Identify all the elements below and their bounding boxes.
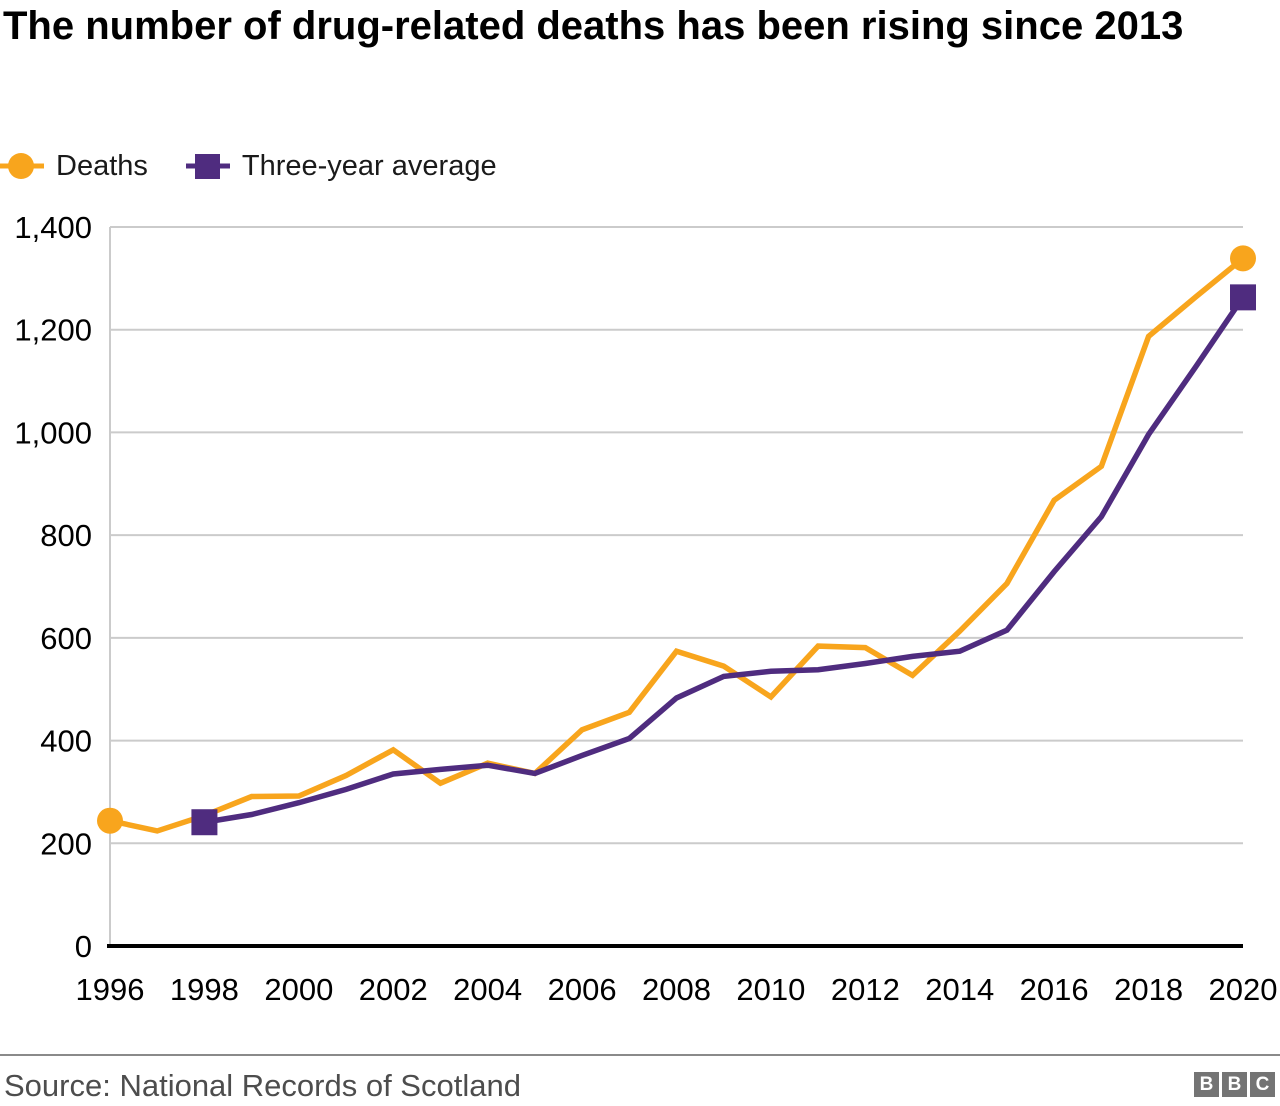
- legend-item-average: Three-year average: [185, 149, 497, 183]
- x-tick-label: 2000: [264, 972, 333, 1007]
- bbc-logo-block: B: [1222, 1072, 1247, 1097]
- legend-item-deaths-label: Deaths: [56, 149, 148, 182]
- x-tick-label: 2010: [736, 972, 805, 1007]
- y-tick-label: 400: [40, 724, 92, 759]
- x-tick-label: 1996: [76, 972, 145, 1007]
- deaths-endpoint-marker: [1230, 245, 1256, 272]
- x-tick-label: 1998: [170, 972, 239, 1007]
- legend-item-deaths: Deaths: [0, 150, 148, 183]
- legend-item-average-label: Three-year average: [241, 149, 497, 182]
- bbc-logo-block: C: [1250, 1072, 1275, 1097]
- y-tick-label: 1,000: [14, 415, 92, 450]
- average-marker-icon: [185, 151, 230, 181]
- y-tick-label: 0: [75, 929, 92, 964]
- bbc-logo-block: B: [1194, 1072, 1219, 1097]
- average-endpoint-marker: [1230, 284, 1256, 311]
- y-tick-label: 200: [40, 826, 92, 861]
- x-tick-label: 2002: [359, 972, 428, 1007]
- x-tick-label: 2016: [1020, 972, 1089, 1007]
- y-tick-label: 600: [40, 621, 92, 656]
- y-tick-label: 800: [40, 518, 92, 553]
- legend: Deaths Three-year average: [0, 150, 497, 182]
- deaths-endpoint-marker: [97, 807, 123, 834]
- bbc-logo: B B C: [1194, 1072, 1275, 1097]
- legend-marker-glyph: [0, 153, 44, 179]
- deaths-marker-icon: [0, 151, 44, 181]
- page-title: The number of drug-related deaths has be…: [3, 4, 1184, 48]
- y-tick-label: 1,200: [14, 313, 92, 348]
- y-tick-label: 1,400: [14, 210, 92, 245]
- x-tick-label: 2006: [548, 972, 617, 1007]
- x-tick-label: 2004: [453, 972, 522, 1007]
- deaths-line: [109, 256, 1245, 834]
- x-tick-label: 2018: [1114, 972, 1183, 1007]
- x-tick-label: 2012: [831, 972, 900, 1007]
- source-text: Source: National Records of Scotland: [4, 1068, 521, 1103]
- average-endpoint-marker: [191, 809, 218, 836]
- legend-marker-glyph: [185, 154, 230, 179]
- footer-divider: [0, 1054, 1280, 1056]
- x-tick-label: 2020: [1209, 972, 1278, 1007]
- average-line: [203, 295, 1246, 825]
- x-tick-label: 2014: [925, 972, 994, 1007]
- x-tick-label: 2008: [642, 972, 711, 1007]
